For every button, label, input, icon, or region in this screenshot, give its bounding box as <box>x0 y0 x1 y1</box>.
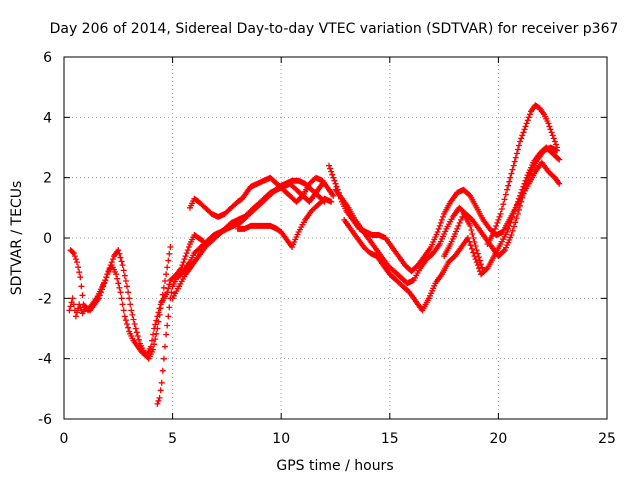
series-markers <box>169 180 326 302</box>
series-track-3 <box>154 177 328 407</box>
grid <box>64 57 607 419</box>
y-tick-label: 0 <box>43 231 52 247</box>
series-track-5 <box>187 174 337 220</box>
series-track-2 <box>66 232 206 359</box>
data-layer <box>66 102 563 407</box>
y-tick-label: -2 <box>38 291 52 307</box>
series-track-6 <box>234 195 335 250</box>
series-markers <box>341 144 563 314</box>
series-markers <box>484 102 560 247</box>
x-tick-label: 25 <box>598 431 616 447</box>
y-tick-label: 6 <box>43 50 52 66</box>
series-markers <box>441 210 487 275</box>
chart-title: Day 206 of 2014, Sidereal Day-to-day VTE… <box>50 21 619 37</box>
x-tick-label: 15 <box>381 431 399 447</box>
x-tick-label: 20 <box>489 431 507 447</box>
x-axis-label: GPS time / hours <box>276 458 393 474</box>
series-markers <box>187 174 337 220</box>
series-markers <box>66 232 206 359</box>
x-tick-label: 10 <box>272 431 290 447</box>
plot-frame <box>63 56 608 420</box>
y-tick-label: 4 <box>43 110 52 126</box>
y-tick-label: 2 <box>43 171 52 187</box>
series-track-11 <box>441 210 487 275</box>
y-tick-label: -6 <box>38 412 52 428</box>
series-markers <box>154 177 328 407</box>
series-track-1 <box>67 244 174 362</box>
series-track-4 <box>169 180 326 302</box>
ticks: 0 5 10 15 20 25 -6 -4 -2 0 2 4 6 <box>38 50 616 447</box>
series-track-10 <box>484 102 560 247</box>
x-tick-label: 0 <box>60 431 69 447</box>
series-track-9 <box>341 144 563 314</box>
y-tick-label: -4 <box>38 352 52 368</box>
series-markers <box>67 244 174 362</box>
x-tick-label: 5 <box>168 431 177 447</box>
series-markers <box>234 195 335 250</box>
y-axis-label: SDTVAR / TECUs <box>9 181 25 296</box>
